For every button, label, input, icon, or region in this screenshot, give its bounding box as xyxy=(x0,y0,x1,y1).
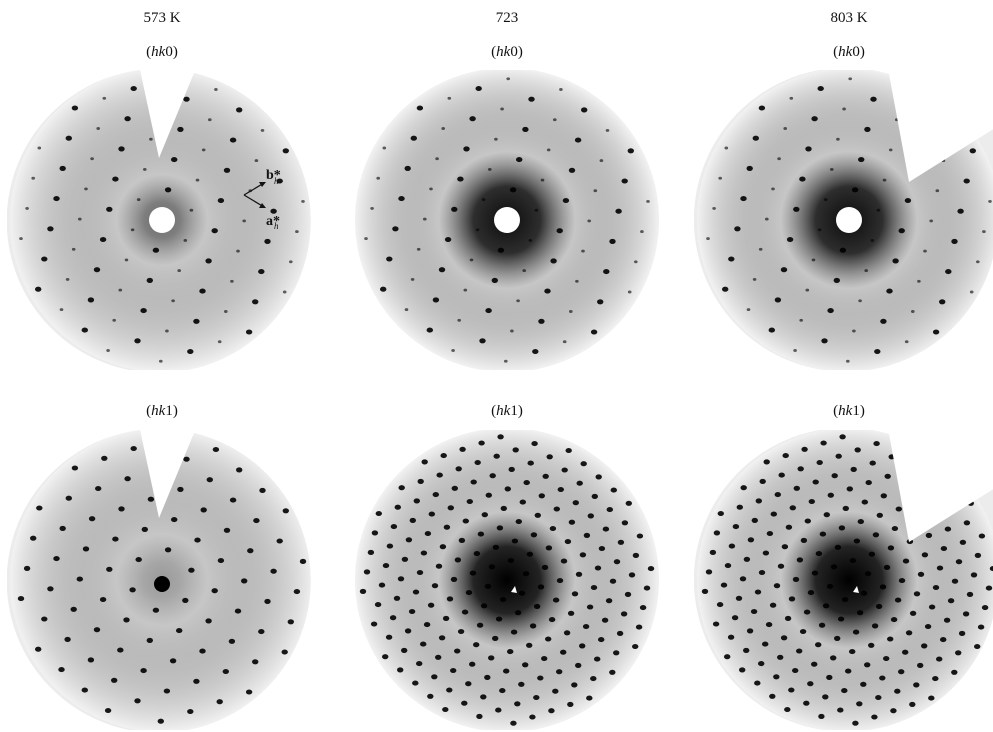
svg-text:h: h xyxy=(274,221,279,231)
diffraction-pattern-hk1-573 xyxy=(7,430,317,730)
diffraction-pattern-hk0-573: b* h a* h xyxy=(7,70,317,370)
plane-label-hk1-573: (hk1) xyxy=(146,403,178,419)
diffraction-pattern-hk1-723 xyxy=(352,430,662,730)
plane-label-hk0-723: (hk0) xyxy=(491,44,523,60)
plane-label-hk1-723: (hk1) xyxy=(491,403,523,419)
temperature-label-723: 723 xyxy=(495,10,519,26)
axis-label-b: b* xyxy=(266,168,281,183)
temperature-label-573: 573 K xyxy=(143,10,181,26)
svg-text:h: h xyxy=(274,176,279,186)
diffraction-pattern-hk1-803 xyxy=(694,430,993,730)
plane-label-hk0-803: (hk0) xyxy=(833,44,865,60)
temperature-label-803: 803 K xyxy=(830,10,868,26)
plane-label-hk0-573: (hk0) xyxy=(146,44,178,60)
diffraction-pattern-hk0-803 xyxy=(694,70,993,370)
plane-label-hk1-803: (hk1) xyxy=(833,403,865,419)
diffraction-pattern-hk0-723 xyxy=(352,70,662,370)
axis-label-a: a* xyxy=(266,214,280,229)
